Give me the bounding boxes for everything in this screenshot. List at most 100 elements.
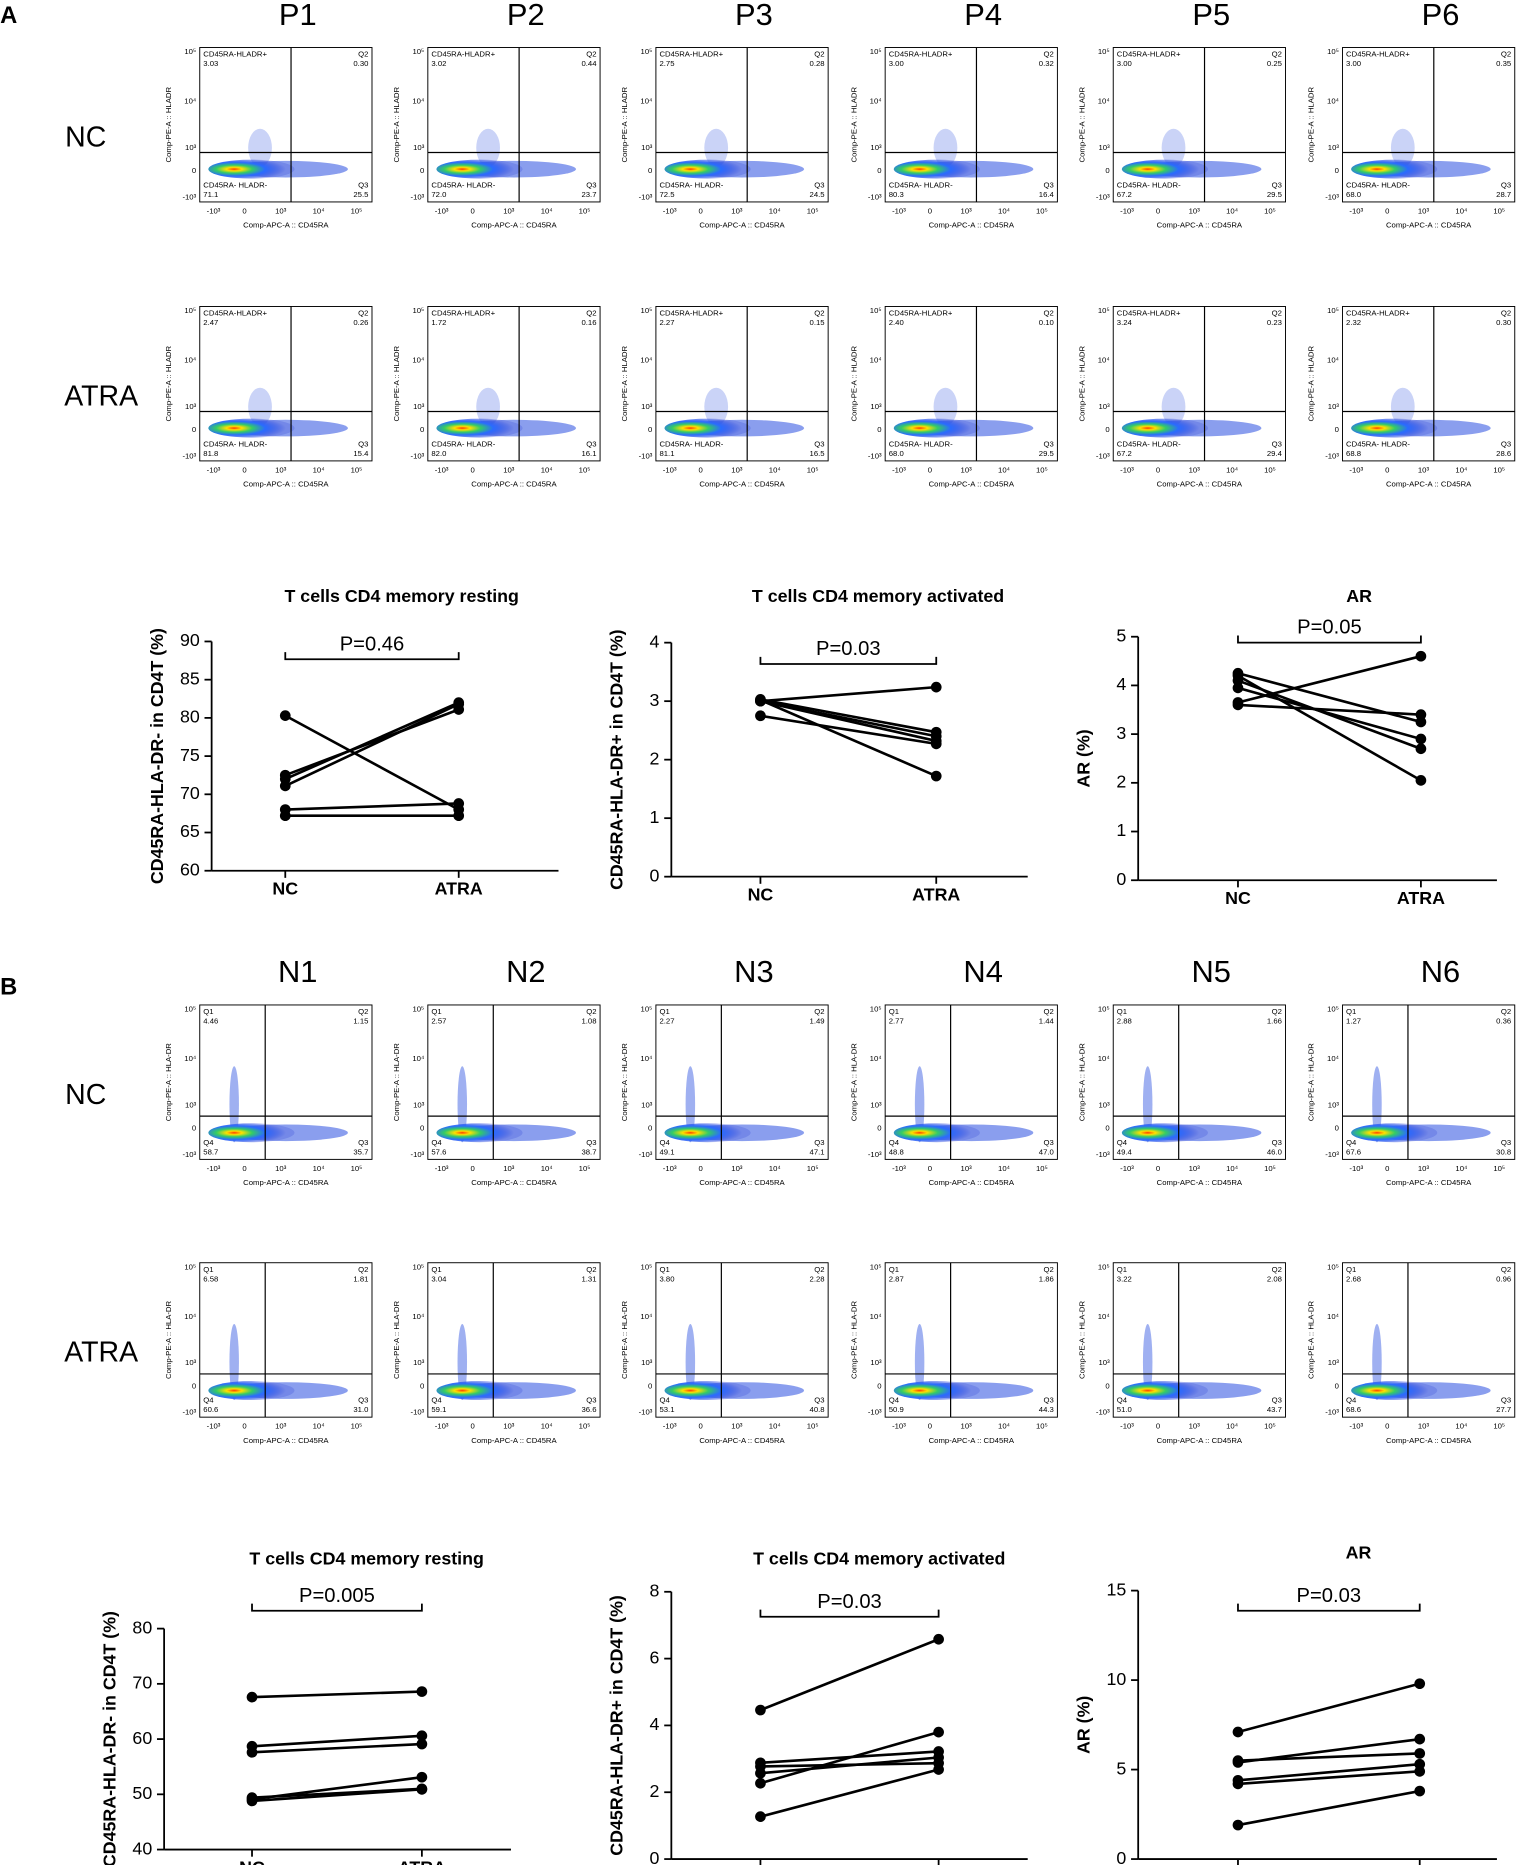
flow-y-tick: 10³: [185, 143, 197, 152]
y-tick-label: 6: [650, 1647, 660, 1667]
chart-title: T cells CD4 memory activated: [752, 586, 1004, 606]
flow-y-label: Comp-PE-A :: HLADR: [620, 346, 629, 422]
cell-streak: [914, 1324, 925, 1401]
quadrant-label: Q3: [1501, 439, 1511, 448]
quadrant-value: 2.32: [1346, 318, 1361, 327]
pair-line: [284, 708, 460, 777]
quadrant-label: Q3: [358, 439, 368, 448]
flow-y-tick: 10³: [413, 1358, 425, 1367]
flow-x-tick: 0: [242, 1422, 246, 1431]
flow-y-label: Comp-PE-A :: HLA-DR: [849, 1043, 858, 1121]
pair-point: [453, 704, 465, 715]
quadrant-value: 1.15: [353, 1017, 368, 1026]
flow-y-tick: -10³: [868, 451, 882, 460]
flow-y-tick: 10³: [413, 143, 425, 152]
quadrant-value: 28.7: [1496, 190, 1511, 199]
quadrant-value: 0.25: [1267, 59, 1282, 68]
significance-bracket: [759, 656, 938, 665]
pair-line: [1237, 654, 1422, 704]
p-value: P=0.03: [817, 1591, 882, 1613]
quadrant-label: CD45RA- HLADR-: [659, 439, 723, 448]
flow-x-label: Comp-APC-A :: CD45RA: [699, 221, 785, 230]
x-tick-label: ATRA: [398, 1857, 446, 1865]
y-axis-label: CD45RA-HLA-DR- in CD4T (%): [147, 628, 167, 884]
flow-x-tick: 0: [1385, 1422, 1389, 1431]
flow-y-tick: 10⁴: [1098, 1054, 1110, 1063]
pair-line: [1237, 703, 1421, 716]
flow-y-tick: 0: [877, 1124, 881, 1133]
quadrant-label: CD45RA-HLADR+: [889, 309, 953, 318]
flow-y-tick: 0: [1105, 1381, 1109, 1390]
pair-point: [1415, 709, 1427, 720]
flow-x-tick: 0: [1385, 1164, 1389, 1173]
pair-line: [760, 698, 937, 734]
flow-y-tick: 0: [420, 1381, 424, 1390]
pair-point: [1415, 650, 1427, 662]
quadrant-label: Q3: [1044, 1138, 1054, 1147]
cell-streak: [1372, 1324, 1382, 1401]
quadrant-label: Q1: [659, 1007, 669, 1016]
flow-x-tick: 10⁴: [1226, 1422, 1238, 1431]
quadrant-label: Q3: [814, 180, 824, 189]
flow-y-label: Comp-PE-A :: HLA-DR: [392, 1300, 401, 1378]
quadrant-value: 1.86: [1039, 1274, 1054, 1283]
column-title: P2: [507, 0, 545, 32]
column-title: N3: [734, 954, 773, 989]
cell-core: [1351, 159, 1438, 179]
flow-y-tick: -10³: [868, 1408, 882, 1417]
flow-y-label: Comp-PE-A :: HLA-DR: [1307, 1043, 1316, 1121]
flow-x-label: Comp-APC-A :: CD45RA: [699, 1178, 785, 1187]
flow-y-label: Comp-PE-A :: HLA-DR: [164, 1043, 173, 1121]
flow-x-tick: 0: [1156, 1422, 1160, 1431]
quadrant-value: 49.4: [1117, 1147, 1133, 1156]
quadrant-label: Q4: [889, 1396, 900, 1405]
quadrant-value: 2.75: [659, 59, 674, 68]
flow-y-tick: 10³: [413, 402, 425, 411]
quadrant-label: CD45RA-HLADR+: [1346, 50, 1410, 59]
flow-y-tick: 10³: [641, 1100, 653, 1109]
pair-point: [416, 1730, 428, 1742]
flow-y-tick: 10⁵: [870, 47, 882, 56]
flow-x-tick: -10³: [207, 206, 221, 215]
flow-y-tick: 10³: [870, 1100, 882, 1109]
flow-y-tick: 10⁵: [870, 306, 882, 315]
y-tick-label: 4: [650, 631, 660, 651]
flow-y-tick: -10³: [1096, 451, 1110, 460]
pair-point: [1232, 699, 1244, 711]
flow-y-tick: 10³: [185, 1100, 197, 1109]
flow-y-tick: 10⁵: [1098, 306, 1110, 315]
flow-y-tick: 10³: [1328, 402, 1340, 411]
plot-frame: [655, 1262, 829, 1418]
y-tick-label: 75: [180, 745, 200, 765]
quadrant-value: 3.00: [889, 59, 904, 68]
quadrant-value: 47.1: [810, 1147, 825, 1156]
quadrant-value: 2.68: [1346, 1274, 1361, 1283]
cell-streak: [1161, 128, 1186, 167]
flow-x-tick: 10³: [275, 1164, 287, 1173]
cell-streak: [248, 387, 272, 426]
flow-x-tick: -10³: [663, 1164, 677, 1173]
flow-x-tick: -10³: [663, 465, 677, 474]
flow-x-tick: 10⁵: [1036, 206, 1048, 215]
y-tick-label: 4: [1116, 674, 1126, 694]
quadrant-value: 2.87: [889, 1274, 904, 1283]
flow-y-tick: -10³: [1325, 192, 1339, 201]
quadrant-label: CD45RA- HLADR-: [889, 439, 953, 448]
cell-core: [893, 159, 980, 179]
flow-x-tick: 10³: [1189, 206, 1201, 215]
flow-x-tick: 10³: [1189, 1422, 1201, 1431]
flow-x-tick: 10⁵: [1493, 1422, 1505, 1431]
flow-x-tick: -10³: [435, 1422, 449, 1431]
flow-y-label: Comp-PE-A :: HLADR: [849, 346, 858, 422]
flow-x-tick: 10⁴: [998, 465, 1010, 474]
flow-y-tick: 0: [648, 1381, 652, 1390]
quadrant-label: CD45RA- HLADR-: [1346, 180, 1410, 189]
quadrant-label: Q2: [1272, 1007, 1282, 1016]
y-axis-label: CD45RA-HLA-DR- in CD4T (%): [99, 1611, 119, 1865]
quadrant-value: 58.7: [203, 1147, 218, 1156]
cell-core: [893, 418, 980, 438]
quadrant-label: Q2: [814, 309, 824, 318]
quadrant-label: Q3: [358, 1396, 368, 1405]
quadrant-label: Q2: [586, 1007, 596, 1016]
quadrant-value: 2.28: [810, 1274, 825, 1283]
